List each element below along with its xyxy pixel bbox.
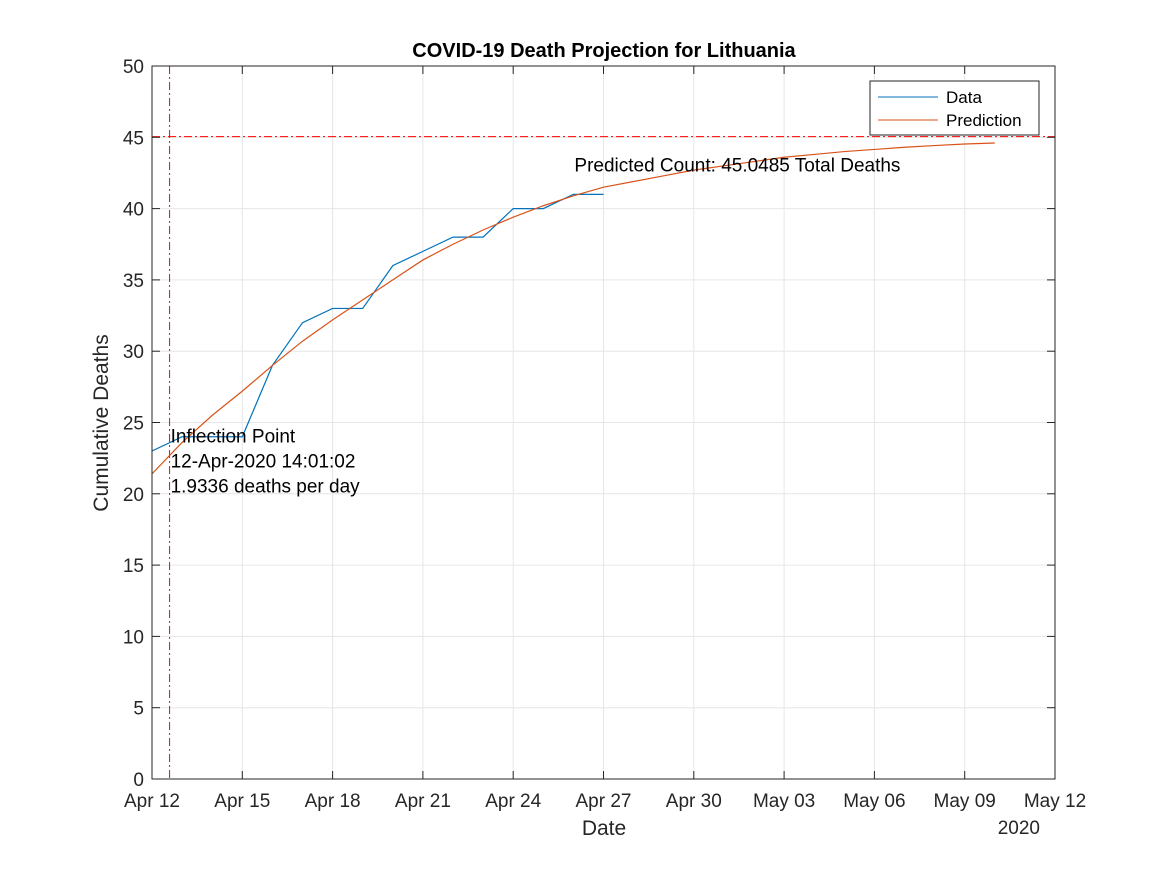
y-tick-label: 20: [123, 485, 144, 506]
x-tick-label: May 06: [843, 791, 905, 812]
inflection-point-annotation-line: 12-Apr-2020 14:01:02: [171, 451, 356, 472]
series-lines: [152, 142, 995, 475]
chart-title: COVID-19 Death Projection for Lithuania: [412, 40, 796, 62]
annotations: Inflection Point 12-Apr-2020 14:01:02 1.93…: [171, 155, 901, 497]
y-tick-label: 0: [133, 770, 144, 791]
x-tick-label: May 12: [1024, 791, 1086, 812]
x-tick-label: Apr 15: [214, 791, 270, 812]
x-tick-label: Apr 12: [124, 791, 180, 812]
series-line-data: [152, 193, 604, 452]
x-axis-year-label: 2020: [998, 818, 1040, 839]
y-tick-label: 5: [133, 699, 144, 720]
axis-ticks: Apr 12 Apr 15 Apr 18 Apr 21 Apr 24 Apr 27 Apr …: [123, 57, 1086, 812]
y-tick-label: 10: [123, 627, 144, 648]
y-tick-label: 25: [123, 414, 144, 435]
y-tick-label: 50: [123, 57, 144, 78]
legend-box: [869, 80, 1040, 136]
reference-lines: [152, 66, 1055, 779]
legend-label-prediction: Prediction: [946, 111, 1022, 130]
x-tick-label: May 03: [753, 791, 815, 812]
y-axis-label: Cumulative Deaths: [90, 334, 113, 511]
series-line-prediction: [152, 142, 995, 475]
x-tick-label: Apr 18: [305, 791, 361, 812]
x-tick-label: Apr 30: [666, 791, 722, 812]
inflection-point-annotation-line: 1.9336 deaths per day: [171, 476, 361, 497]
y-tick-label: 45: [123, 128, 144, 149]
legend-label-data: Data: [946, 88, 982, 107]
predicted-count-annotation-line: Predicted Count: 45.0485 Total Deaths: [574, 155, 900, 176]
legend: Data Prediction: [869, 80, 1040, 136]
y-tick-label: 35: [123, 271, 144, 292]
y-tick-label: 40: [123, 200, 144, 221]
inflection-point-annotation-line: Inflection Point: [171, 426, 296, 447]
x-tick-label: Apr 27: [576, 791, 632, 812]
y-tick-label: 30: [123, 342, 144, 363]
x-tick-label: Apr 21: [395, 791, 451, 812]
x-tick-label: Apr 24: [485, 791, 541, 812]
x-axis-label: Date: [582, 817, 626, 840]
x-tick-label: May 09: [934, 791, 996, 812]
y-tick-label: 15: [123, 556, 144, 577]
